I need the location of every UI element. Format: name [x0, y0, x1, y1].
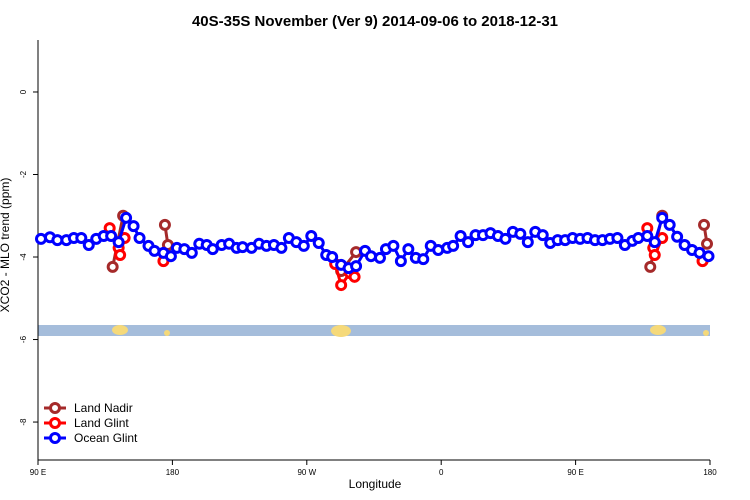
legend-label: Land Nadir [74, 401, 133, 415]
point [394, 255, 407, 268]
point [105, 229, 118, 242]
x-axis-label: Longitude [349, 477, 402, 491]
point [702, 250, 715, 263]
point [499, 232, 512, 245]
legend-label: Land Glint [74, 416, 129, 430]
point [75, 232, 88, 245]
point [698, 218, 711, 231]
point [373, 251, 386, 264]
y-tick-label: 0 [19, 89, 28, 94]
point [644, 260, 657, 273]
point [112, 236, 125, 249]
point [536, 229, 549, 242]
point [648, 236, 661, 249]
legend-label: Ocean Glint [74, 431, 138, 445]
point [402, 243, 415, 256]
point [387, 239, 400, 252]
point [656, 211, 669, 224]
point [648, 248, 661, 261]
point [106, 260, 119, 273]
legend-marker [49, 417, 61, 429]
y-tick-label: -4 [19, 253, 28, 261]
point [82, 239, 95, 252]
point [701, 237, 714, 250]
point [350, 260, 363, 273]
point [206, 243, 219, 256]
map-strip [38, 325, 710, 337]
point [663, 218, 676, 231]
point [34, 232, 47, 245]
point [417, 253, 430, 266]
point [447, 239, 460, 252]
point [312, 236, 325, 249]
point [158, 218, 171, 231]
point [326, 251, 339, 264]
legend-marker [49, 432, 61, 444]
x-tick-label: 180 [166, 468, 180, 477]
chart-title: 40S-35S November (Ver 9) 2014-09-06 to 2… [192, 13, 558, 30]
y-axis-label: XCO2 - MLO trend (ppm) [0, 178, 12, 313]
x-tick-label: 90 E [567, 468, 583, 477]
point [348, 270, 361, 283]
point [641, 229, 654, 242]
x-tick-label: 90 E [30, 468, 46, 477]
point [454, 229, 467, 242]
point [671, 230, 684, 243]
point [521, 236, 534, 249]
point [164, 250, 177, 263]
point [127, 220, 140, 233]
x-tick-label: 90 W [297, 468, 316, 477]
point [462, 236, 475, 249]
x-tick-label: 180 [703, 468, 717, 477]
y-tick-label: -8 [19, 418, 28, 426]
point [365, 250, 378, 263]
point [335, 279, 348, 292]
point [611, 232, 624, 245]
point [305, 229, 318, 242]
point [514, 227, 527, 240]
point [275, 241, 288, 254]
y-tick-label: -6 [19, 335, 28, 343]
legend-marker [49, 402, 61, 414]
y-tick-label: -2 [19, 170, 28, 178]
point [185, 246, 198, 259]
point [297, 239, 310, 252]
x-tick-label: 0 [439, 468, 444, 477]
point [114, 248, 127, 261]
point [133, 232, 146, 245]
point [120, 211, 133, 224]
